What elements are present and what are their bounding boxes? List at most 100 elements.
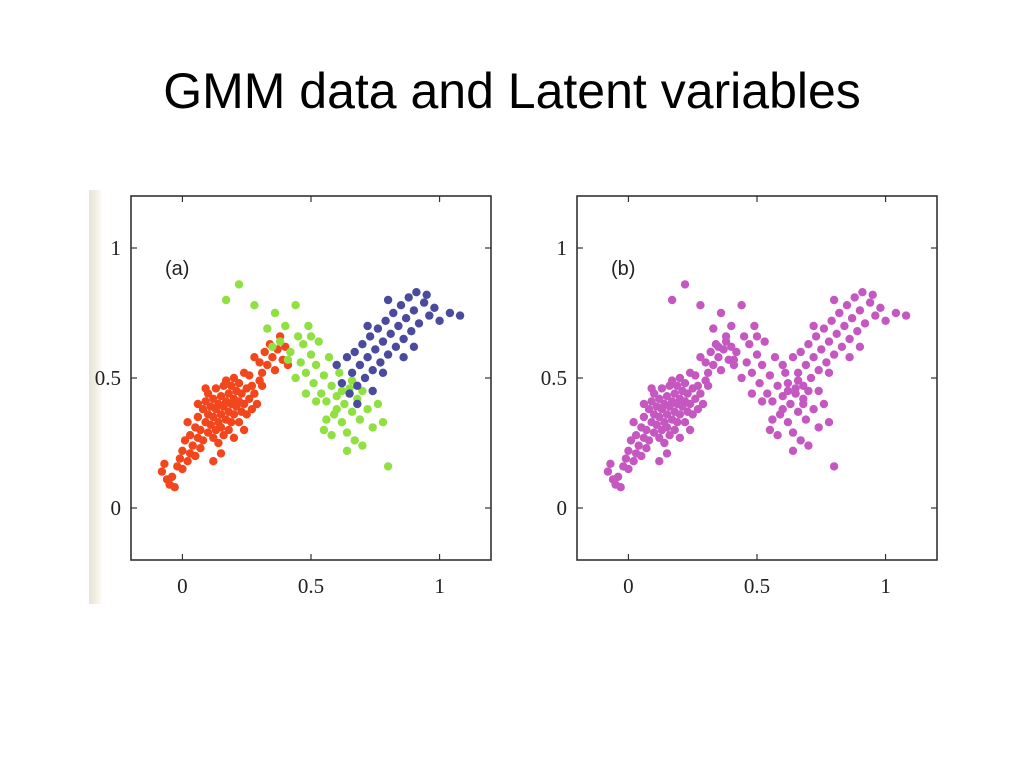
data-point (829, 350, 839, 359)
data-point (353, 399, 362, 409)
data-point (332, 360, 341, 370)
data-point (394, 321, 403, 331)
data-point (337, 418, 347, 427)
panel-a: 0 0.5 1 0 0.5 1 (a) (95, 195, 492, 598)
data-point (871, 311, 880, 320)
data-point (788, 428, 798, 437)
data-point (227, 418, 236, 427)
data-point (629, 418, 638, 427)
data-point (358, 386, 367, 396)
data-point (404, 293, 413, 302)
data-point (383, 350, 393, 359)
data-point (853, 327, 862, 336)
data-point (706, 347, 715, 357)
data-point (675, 410, 685, 419)
data-point (239, 368, 249, 377)
data-point (737, 373, 746, 383)
data-point (855, 342, 865, 351)
data-point (891, 308, 901, 318)
data-point (234, 280, 244, 289)
data-point (822, 358, 831, 367)
data-point (196, 425, 205, 435)
data-point (644, 405, 654, 414)
data-point (260, 347, 269, 357)
data-point (193, 399, 203, 409)
magenta-points (603, 280, 911, 492)
data-point (680, 280, 690, 289)
data-point (383, 462, 393, 471)
data-point (814, 423, 823, 432)
data-point (412, 288, 421, 297)
data-point (319, 371, 329, 380)
data-point (229, 433, 239, 442)
data-point (675, 373, 685, 383)
data-point (709, 324, 718, 333)
data-point (214, 438, 223, 448)
data-point (624, 446, 633, 455)
data-point (765, 425, 775, 435)
data-point (842, 301, 852, 310)
data-point (868, 290, 877, 299)
data-point (755, 379, 764, 388)
data-point (783, 379, 793, 388)
data-point (799, 399, 808, 409)
data-point (347, 407, 357, 416)
data-point (270, 366, 280, 375)
data-point (255, 358, 264, 367)
data-point (655, 412, 664, 422)
data-point (837, 342, 847, 351)
data-point (696, 301, 705, 310)
data-point (745, 340, 754, 349)
data-point (647, 384, 656, 393)
data-point (211, 384, 221, 393)
data-point (299, 340, 308, 349)
y-tick-label: 0 (557, 496, 568, 520)
data-point (445, 308, 455, 318)
data-point (637, 451, 646, 461)
y-tick-label: 0.5 (541, 366, 567, 390)
y-tick-label: 0.5 (95, 366, 121, 390)
data-point (845, 353, 854, 362)
data-point (365, 332, 375, 341)
data-point (419, 298, 429, 307)
data-point (819, 324, 829, 333)
data-point (198, 436, 208, 445)
data-point (788, 446, 798, 455)
data-point (855, 306, 865, 315)
data-point (752, 332, 762, 341)
data-point (642, 425, 651, 435)
data-point (355, 415, 365, 424)
data-point (793, 376, 803, 385)
data-point (804, 340, 813, 349)
data-point (319, 425, 329, 435)
data-point (229, 373, 239, 383)
data-point (175, 454, 185, 463)
data-point (245, 394, 254, 403)
data-point (332, 392, 341, 401)
data-point (422, 290, 431, 299)
data-point (337, 379, 347, 388)
data-point (701, 358, 710, 367)
data-point (196, 444, 205, 453)
data-point (306, 332, 316, 341)
data-point (763, 389, 772, 398)
data-point (371, 345, 380, 354)
data-point (399, 334, 408, 344)
x-tick-label: 0.5 (298, 574, 324, 598)
data-point (760, 337, 769, 346)
data-point (673, 381, 682, 390)
data-point (216, 392, 226, 401)
data-point (721, 337, 731, 346)
data-point (809, 353, 818, 362)
data-point (757, 397, 767, 406)
data-point (742, 358, 751, 367)
data-point (881, 316, 890, 325)
data-point (342, 446, 352, 455)
data-point (345, 389, 354, 398)
data-point (221, 295, 231, 305)
data-point (683, 389, 692, 398)
data-point (350, 436, 359, 445)
data-point (688, 410, 697, 419)
data-point (219, 431, 228, 440)
data-point (662, 392, 672, 401)
